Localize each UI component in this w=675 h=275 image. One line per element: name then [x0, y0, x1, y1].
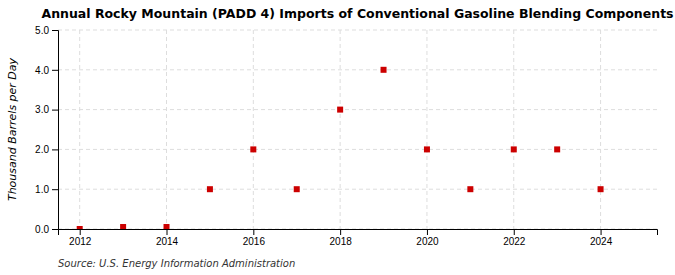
- tick: 2012: [69, 229, 92, 247]
- point: [467, 186, 473, 192]
- grid-line: [79, 30, 80, 229]
- axis-line: [59, 230, 658, 236]
- tick: 2024: [590, 229, 613, 247]
- tick-mark: [52, 110, 58, 111]
- grid-line: [166, 30, 167, 229]
- tick-mark: [80, 229, 81, 235]
- tick-label: 2016: [243, 236, 266, 247]
- point: [381, 67, 387, 73]
- plot-area: 2012 2014 2016 2018 2020 2022 2024 0.0 1.0 2.0 3.0…: [35, 25, 657, 247]
- grid-line: [340, 30, 341, 229]
- tick-label: 2024: [590, 236, 613, 247]
- chart: 2012 2014 2016 2018 2020 2022 2024 0.0 1.0 2.0 3.0…: [0, 0, 675, 275]
- grid-line: [58, 30, 657, 31]
- tick-label: 4.0: [35, 65, 49, 76]
- y-axis: 0.0 1.0 2.0 3.0 4.0 5.0: [35, 25, 58, 235]
- grid-line: [513, 30, 514, 229]
- tick-mark: [601, 229, 602, 235]
- tick-label: 0.0: [35, 224, 49, 235]
- point: [294, 186, 300, 192]
- point: [207, 186, 213, 192]
- axis-line: [52, 31, 59, 230]
- grid-line: [426, 30, 427, 229]
- point: [250, 146, 256, 152]
- point: [164, 224, 170, 229]
- tick: 2022: [503, 229, 526, 247]
- title: Annual Rocky Mountain (PADD 4) Imports o…: [41, 6, 673, 21]
- grid: [58, 30, 657, 229]
- tick-mark: [52, 149, 58, 150]
- tick: 2014: [156, 229, 179, 247]
- point: [120, 224, 126, 229]
- y-axis-title: Thousand Barrels per Day: [6, 57, 19, 201]
- tick-mark: [514, 229, 515, 235]
- tick-label: 2018: [330, 236, 353, 247]
- point: [598, 186, 604, 192]
- tick-label: 1.0: [35, 184, 49, 195]
- tick: 2016: [243, 229, 266, 247]
- tick-label: 2022: [503, 236, 526, 247]
- tick-mark: [52, 30, 58, 31]
- tick-label: 2.0: [35, 144, 49, 155]
- tick: 1.0: [35, 184, 58, 195]
- tick-mark: [253, 229, 254, 235]
- grid-line: [253, 30, 254, 229]
- tick: 5.0: [35, 25, 58, 36]
- grid-line: [58, 189, 657, 190]
- tick: 3.0: [35, 104, 58, 115]
- tick-mark: [340, 229, 341, 235]
- point: [511, 146, 517, 152]
- x-axis: 2012 2014 2016 2018 2020 2022 2024: [59, 229, 658, 247]
- tick: 4.0: [35, 65, 58, 76]
- point: [77, 226, 83, 229]
- tick-mark: [52, 229, 58, 230]
- tick-label: 2014: [156, 236, 179, 247]
- tick-mark: [167, 229, 168, 235]
- grid-line: [600, 30, 601, 229]
- tick-mark: [52, 70, 58, 71]
- point: [337, 107, 343, 113]
- tick-mark: [52, 189, 58, 190]
- points: [77, 67, 604, 229]
- source: Source: U.S. Energy Information Administ…: [58, 258, 295, 269]
- tick-label: 5.0: [35, 25, 49, 36]
- tick: 2018: [330, 229, 353, 247]
- point: [554, 146, 560, 152]
- tick: 2.0: [35, 144, 58, 155]
- tick-label: 2012: [69, 236, 92, 247]
- tick: 0.0: [35, 224, 58, 235]
- tick-label: 2020: [416, 236, 439, 247]
- tick-label: 3.0: [35, 104, 49, 115]
- grid-line: [58, 69, 657, 70]
- tick-mark: [427, 229, 428, 235]
- grid-line: [58, 109, 657, 110]
- tick: 2020: [416, 229, 439, 247]
- grid-line: [58, 149, 657, 150]
- point: [424, 146, 430, 152]
